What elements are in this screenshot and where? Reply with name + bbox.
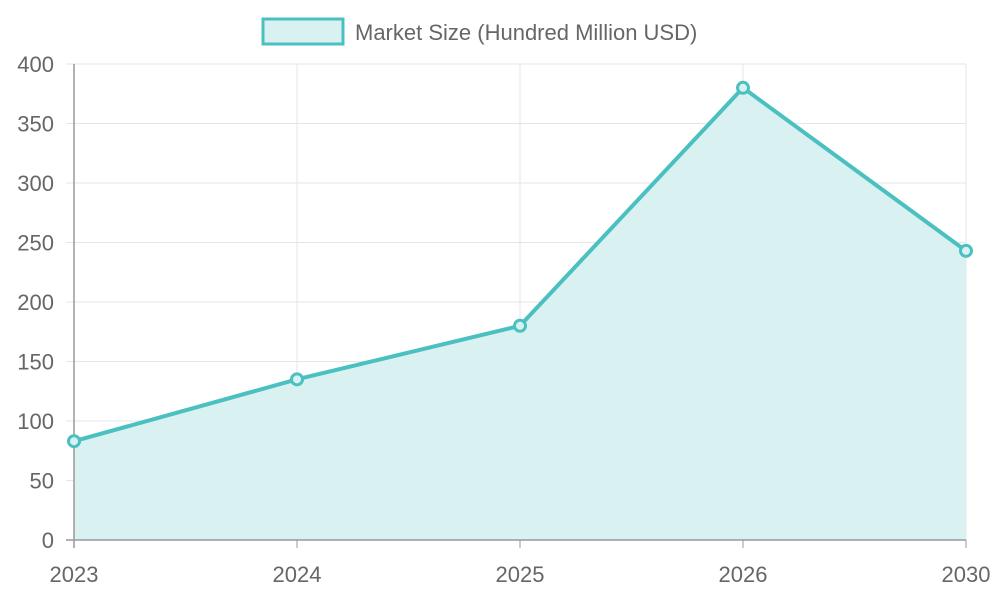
tick-labels: 0 50 100 150 200 250 300 350 400 2023 2024 2025 2026… [17, 52, 990, 587]
x-tick-label: 2025 [496, 562, 545, 587]
axes [66, 64, 967, 548]
y-tick-label: 0 [42, 528, 54, 553]
y-tick-label: 100 [17, 409, 54, 434]
x-tick-label: 2024 [273, 562, 322, 587]
y-tick-label: 50 [30, 469, 54, 494]
series-area-fill [74, 87, 966, 541]
legend-swatch [261, 17, 345, 46]
data-points [67, 80, 973, 449]
data-point[interactable] [513, 318, 527, 333]
y-tick-label: 400 [17, 52, 54, 77]
x-tick-label: 2026 [719, 562, 768, 587]
y-tick-label: 200 [17, 290, 54, 315]
y-tick-label: 250 [17, 231, 54, 256]
x-tick-label: 2023 [50, 562, 99, 587]
x-tick-label: 2030 [942, 562, 991, 587]
y-tick-label: 150 [17, 350, 54, 375]
y-tick-label: 300 [17, 171, 54, 196]
y-tick-label: 350 [17, 112, 54, 137]
legend-label: Market Size (Hundred Million USD) [355, 20, 697, 45]
data-point[interactable] [736, 80, 750, 95]
legend[interactable]: Market Size (Hundred Million USD) [261, 17, 697, 46]
data-point[interactable] [67, 434, 81, 449]
data-point[interactable] [290, 372, 304, 387]
data-point[interactable] [959, 243, 973, 258]
